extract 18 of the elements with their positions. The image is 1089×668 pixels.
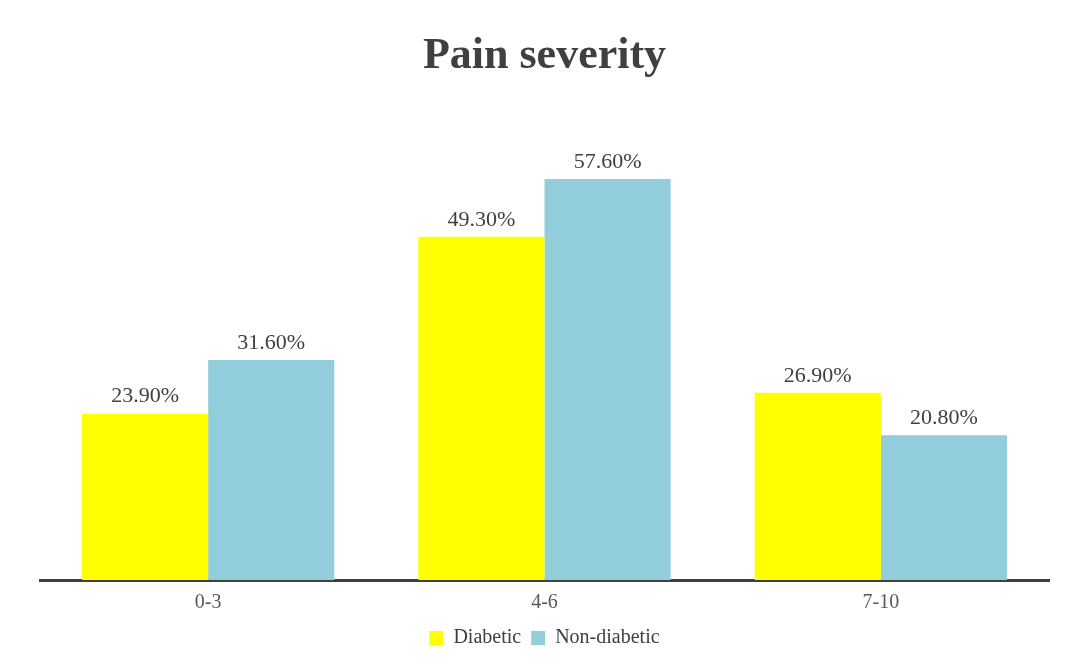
chart-title: Pain severity: [422, 28, 667, 78]
legend-label: Diabetic: [453, 625, 522, 648]
data-label: 23.90%: [111, 382, 180, 408]
bar: [880, 435, 1007, 580]
data-label: 49.30%: [447, 205, 516, 231]
legend-label: Non-diabetic: [555, 625, 660, 648]
data-label: 31.60%: [237, 328, 306, 354]
bar: [208, 360, 335, 580]
bar: [544, 179, 671, 580]
bar: [82, 413, 209, 580]
x-tick-label: 0-3: [194, 590, 222, 613]
x-tick-label: 7-10: [862, 590, 900, 613]
bar: [754, 392, 881, 580]
x-tick-label: 4-6: [531, 590, 558, 613]
bar: [418, 236, 545, 580]
data-label: 57.60%: [573, 147, 642, 173]
data-label: 26.90%: [783, 361, 852, 387]
data-label: 20.80%: [909, 404, 978, 430]
